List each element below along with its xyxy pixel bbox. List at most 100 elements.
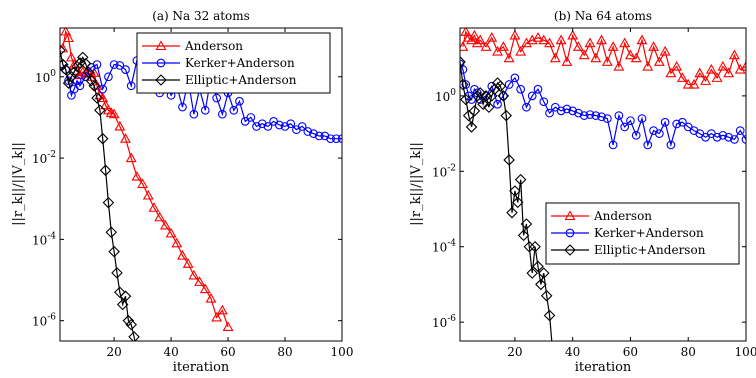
- data-point: [75, 81, 85, 91]
- data-point: [246, 113, 256, 122]
- data-point: [97, 92, 109, 103]
- data-point: [60, 58, 69, 71]
- data-point: [601, 56, 613, 66]
- data-point: [514, 173, 527, 186]
- data-point: [509, 29, 521, 40]
- data-point: [121, 65, 130, 74]
- data-point: [88, 80, 100, 92]
- data-point: [115, 61, 125, 70]
- data-point: [711, 72, 723, 82]
- data-point: [72, 76, 82, 86]
- data-point: [257, 119, 267, 129]
- data-point: [494, 80, 507, 93]
- data-point: [543, 309, 556, 322]
- data-point: [128, 331, 140, 341]
- data-point: [132, 349, 142, 359]
- data-point: [105, 226, 118, 238]
- data-point: [71, 60, 83, 73]
- data-point: [620, 122, 630, 132]
- data-point: [229, 105, 239, 115]
- data-point: [274, 120, 284, 130]
- data-point: [114, 286, 126, 299]
- data-point: [460, 78, 469, 91]
- data-point: [466, 34, 477, 45]
- data-point: [77, 51, 89, 64]
- data-point: [532, 32, 544, 42]
- data-point: [154, 211, 166, 222]
- data-point: [331, 134, 341, 144]
- data-point: [77, 66, 89, 77]
- data-point: [109, 60, 119, 69]
- data-point: [142, 189, 154, 200]
- data-point: [460, 41, 469, 51]
- data-point: [263, 122, 273, 131]
- data-point: [614, 111, 624, 120]
- data-point: [654, 129, 664, 138]
- data-point: [526, 267, 539, 279]
- data-point: [320, 131, 330, 141]
- data-point: [665, 67, 677, 78]
- data-point: [120, 133, 131, 143]
- data-point: [108, 245, 120, 258]
- data-point: [682, 78, 694, 89]
- legend-entry-anderson: Anderson: [142, 39, 243, 53]
- data-point: [547, 344, 557, 354]
- y-tick-label: 100: [35, 69, 56, 85]
- data-point: [562, 104, 572, 114]
- data-point: [94, 104, 106, 117]
- data-point: [61, 65, 71, 74]
- chart-panel-a: (a) Na 32 atoms ||r_k||/||V_k|| iteratio…: [11, 9, 353, 375]
- data-point: [509, 185, 521, 197]
- data-point: [642, 60, 654, 71]
- data-point: [493, 99, 502, 109]
- data-point: [517, 229, 530, 242]
- data-point: [216, 304, 228, 315]
- data-point: [199, 283, 211, 294]
- data-point: [666, 140, 676, 150]
- data-point: [529, 240, 541, 253]
- legend-label: Anderson: [184, 39, 243, 53]
- data-point: [82, 66, 95, 78]
- data-point: [573, 41, 584, 51]
- y-axis-label: ||r_k||/||V_k||: [409, 142, 424, 226]
- data-point: [460, 28, 472, 36]
- data-point: [461, 80, 471, 89]
- data-point: [60, 28, 72, 36]
- data-point: [648, 41, 659, 51]
- data-point: [556, 106, 566, 116]
- data-point: [104, 72, 113, 82]
- data-point: [474, 34, 486, 45]
- plot-frame: [59, 27, 343, 342]
- data-point: [105, 107, 117, 117]
- data-point: [194, 276, 206, 286]
- data-point: [555, 34, 567, 45]
- data-point: [712, 132, 722, 142]
- series-line-0: [462, 29, 746, 86]
- data-point: [625, 49, 636, 60]
- legend-label: Elliptic+Anderson: [185, 73, 297, 87]
- diamond-marker-icon: [564, 244, 576, 256]
- data-point: [468, 105, 481, 117]
- x-tick-label: 80: [681, 345, 696, 359]
- data-point: [60, 44, 66, 57]
- data-point: [590, 52, 602, 63]
- data-point: [723, 67, 735, 78]
- data-point: [148, 202, 160, 212]
- data-point: [705, 63, 717, 74]
- data-point: [538, 34, 550, 45]
- x-tick-label: 40: [163, 345, 178, 359]
- data-point: [480, 41, 492, 51]
- data-point: [96, 132, 109, 145]
- data-point: [596, 34, 607, 45]
- data-point: [474, 87, 487, 99]
- data-point: [114, 120, 126, 131]
- circle-marker-icon: [565, 228, 575, 238]
- y-tick-label: 100: [435, 88, 456, 104]
- y-axis-label: ||r_k||/||V_k||: [11, 142, 26, 226]
- x-tick-label: 60: [623, 345, 638, 359]
- y-tick-label: 10-6: [432, 314, 456, 330]
- data-point: [240, 117, 250, 126]
- data-point: [578, 49, 590, 60]
- data-point: [694, 67, 706, 78]
